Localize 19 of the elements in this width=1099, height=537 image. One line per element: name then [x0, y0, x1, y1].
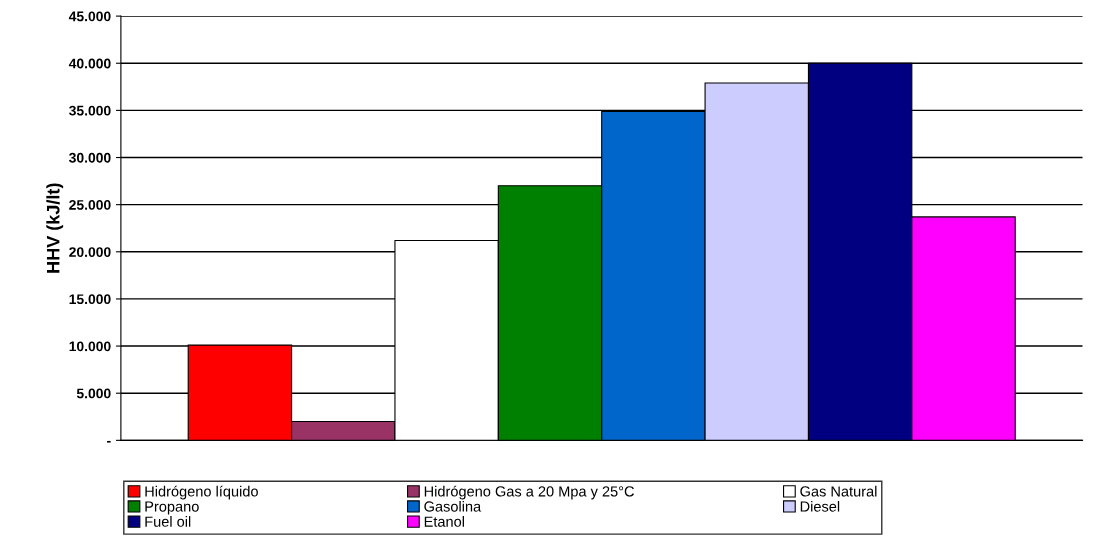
legend-label: Etanol — [424, 516, 464, 527]
y-axis-title: HHV (kJ/lt) — [46, 183, 64, 273]
legend-label: Gas Natural — [800, 485, 877, 497]
y-tick-label: 45.000 — [68, 11, 111, 22]
y-tick-label: 20.000 — [69, 247, 111, 257]
legend-label: Propano — [145, 501, 199, 515]
y-tick-label: 15.000 — [69, 294, 111, 305]
y-tick-label: 5.000 — [76, 388, 111, 399]
y-tick-label: 35.000 — [69, 105, 111, 116]
y-tick-label: 10.000 — [69, 341, 111, 352]
legend-label: Fuel oil — [145, 516, 191, 527]
y-tick-label: - — [107, 440, 111, 443]
legend-label: Gasolina — [424, 500, 482, 512]
legend-label: Hidrógeno líquido — [145, 485, 258, 500]
y-tick-label: 40.000 — [68, 58, 111, 69]
y-tick-label: 30.000 — [69, 152, 111, 163]
y-tick-label: 25.000 — [69, 199, 111, 210]
legend-label: Diesel — [800, 500, 840, 512]
legend-label: Hidrógeno Gas a 20 Mpa y 25°C — [424, 485, 634, 500]
